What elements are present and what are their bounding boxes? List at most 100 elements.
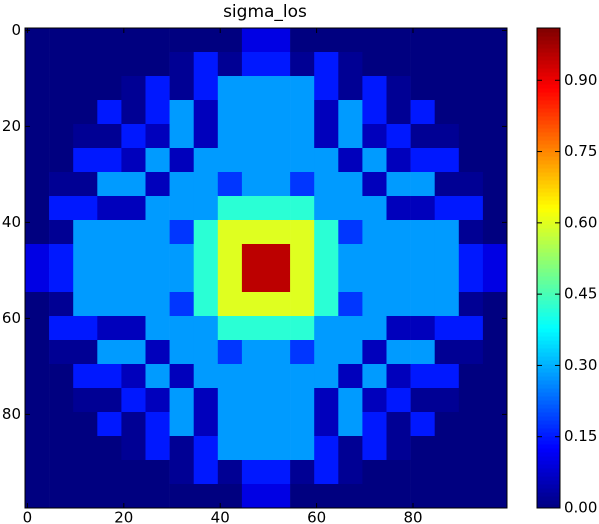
heatmap-cell	[73, 172, 98, 197]
heatmap-cell	[314, 412, 339, 437]
colorbar-segment	[537, 176, 560, 181]
colorbar-segment	[537, 260, 560, 265]
heatmap-cell	[97, 100, 122, 125]
heatmap-cell	[338, 124, 363, 149]
heatmap-cell	[241, 388, 267, 413]
colorbar-segment	[537, 188, 560, 193]
heatmap-cell	[217, 124, 243, 149]
colorbar-tick-label: 0.30	[564, 356, 597, 374]
colorbar-segment	[537, 160, 560, 165]
heatmap-cell	[73, 196, 98, 221]
heatmap-cell	[338, 412, 363, 437]
heatmap-cell	[97, 364, 122, 389]
heatmap-cell	[25, 76, 50, 101]
heatmap-cell	[193, 388, 219, 413]
heatmap-cell	[314, 460, 339, 485]
heatmap-cell	[49, 124, 74, 149]
colorbar-tick-label: 0.00	[564, 499, 597, 517]
x-tick-label: 60	[307, 509, 326, 524]
heatmap-cell	[362, 148, 387, 173]
heatmap-cell	[482, 316, 508, 341]
heatmap-cell	[458, 52, 484, 77]
heatmap-cell	[314, 52, 339, 77]
heatmap-cell	[410, 340, 435, 365]
colorbar-segment	[537, 408, 560, 413]
heatmap-cell	[25, 436, 50, 461]
heatmap-cell	[97, 388, 122, 413]
heatmap-cell	[145, 340, 170, 365]
heatmap-cell	[121, 340, 146, 365]
heatmap-cell	[410, 412, 435, 437]
heatmap-cell	[193, 292, 219, 317]
heatmap-cell	[49, 484, 74, 509]
heatmap-cell	[434, 316, 460, 341]
heatmap-cell	[434, 76, 460, 101]
heatmap-cell	[97, 292, 122, 317]
heatmap-cell	[241, 364, 267, 389]
heatmap-cell	[362, 484, 387, 509]
colorbar-segment	[537, 136, 560, 141]
colorbar-segment	[537, 28, 560, 33]
heatmap-cell	[290, 340, 315, 365]
heatmap-cell	[121, 124, 146, 149]
heatmap-cell	[241, 28, 267, 53]
heatmap-cell	[193, 100, 219, 125]
heatmap-cell	[49, 412, 74, 437]
colorbar-segment	[537, 184, 560, 189]
colorbar-segment	[537, 232, 560, 237]
colorbar-segment	[537, 336, 560, 341]
heatmap-cell	[314, 388, 339, 413]
heatmap-cell	[97, 148, 122, 173]
heatmap-cell	[386, 148, 411, 173]
heatmap-cell	[145, 76, 170, 101]
heatmap-cell	[121, 244, 146, 269]
heatmap-cell	[290, 196, 315, 221]
heatmap-cell	[482, 172, 508, 197]
colorbar-segment	[537, 500, 560, 505]
heatmap-cell	[338, 340, 363, 365]
heatmap-cell	[386, 340, 411, 365]
heatmap-cell	[458, 196, 484, 221]
colorbar-segment	[537, 144, 560, 149]
heatmap-cell	[410, 316, 435, 341]
heatmap-cell	[434, 172, 460, 197]
colorbar-segment	[537, 132, 560, 137]
heatmap-cell	[386, 412, 411, 437]
heatmap-cell	[458, 148, 484, 173]
heatmap-cell	[145, 28, 170, 53]
heatmap-cell	[434, 196, 460, 221]
heatmap-cell	[193, 436, 219, 461]
heatmap-cell	[121, 436, 146, 461]
colorbar-segment	[537, 292, 560, 297]
heatmap-cell	[386, 460, 411, 485]
colorbar-segment	[537, 244, 560, 249]
heatmap-cell	[338, 196, 363, 221]
heatmap-cell	[73, 340, 98, 365]
heatmap-cell	[386, 388, 411, 413]
heatmap-cell	[266, 340, 291, 365]
colorbar-segment	[537, 36, 560, 41]
heatmap-cell	[73, 124, 98, 149]
heatmap-cell	[49, 100, 74, 125]
heatmap-cell	[193, 148, 219, 173]
heatmap-cell	[266, 220, 291, 245]
heatmap-cell	[290, 484, 315, 509]
heatmap-cell	[434, 100, 460, 125]
heatmap-cell	[121, 196, 146, 221]
colorbar-segment	[537, 340, 560, 345]
heatmap-cell	[241, 220, 267, 245]
heatmap-cell	[193, 196, 219, 221]
colorbar-segment	[537, 436, 560, 441]
heatmap-cell	[338, 316, 363, 341]
heatmap-cell	[241, 52, 267, 77]
heatmap-cell	[314, 172, 339, 197]
heatmap-cell	[241, 244, 267, 269]
heatmap-cell	[49, 436, 74, 461]
heatmap-cell	[169, 100, 194, 125]
heatmap-cell	[121, 100, 146, 125]
heatmap-cell	[362, 316, 387, 341]
heatmap-cell	[290, 292, 315, 317]
heatmap-cell	[121, 52, 146, 77]
heatmap-cell	[410, 484, 435, 509]
heatmap-cell	[362, 76, 387, 101]
